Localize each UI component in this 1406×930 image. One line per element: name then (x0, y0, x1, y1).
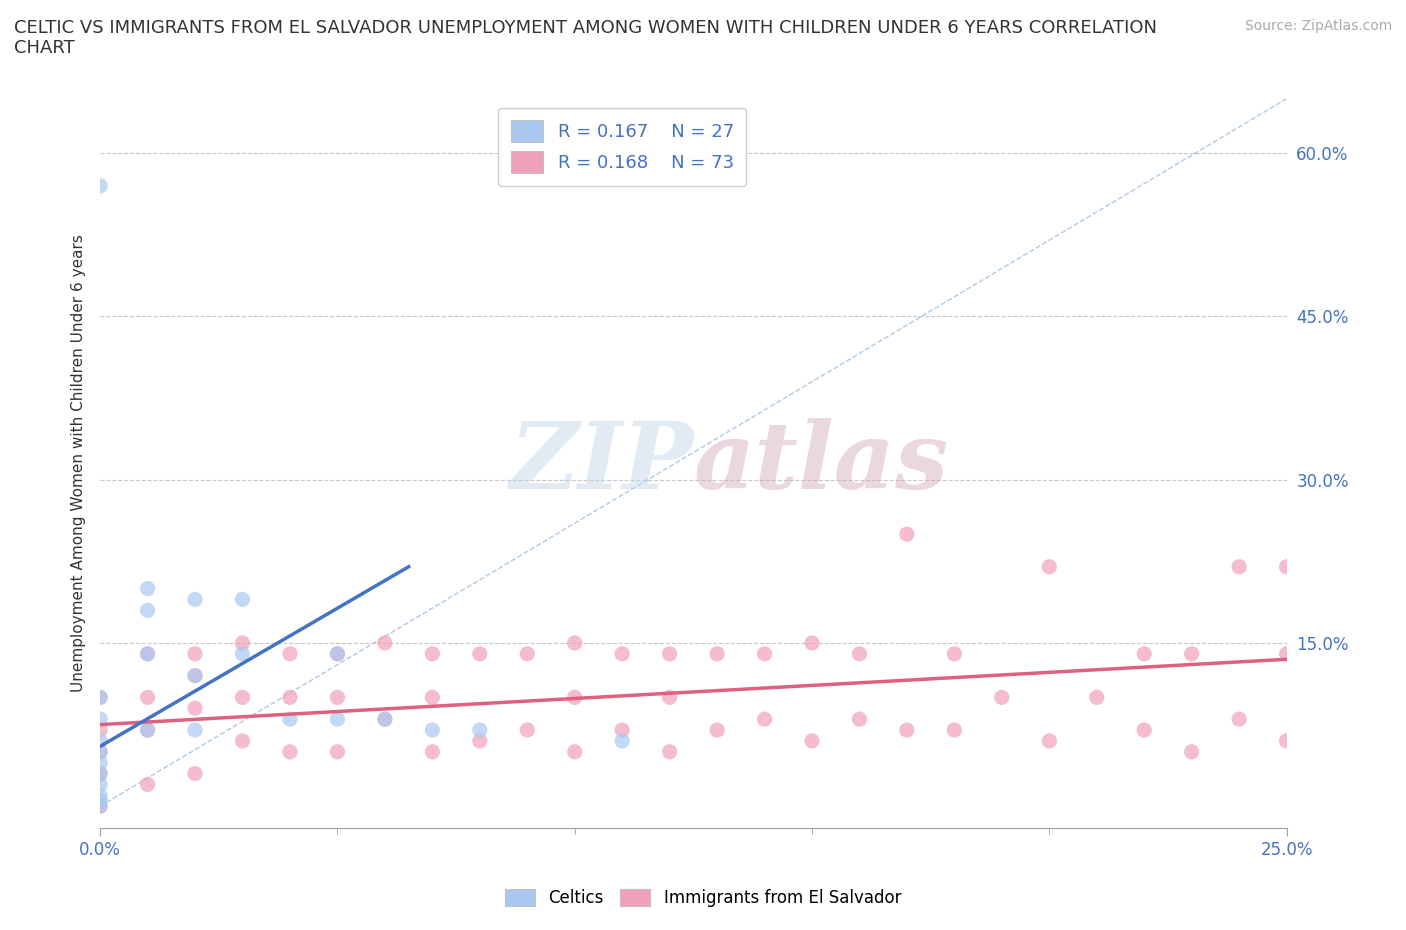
Point (89, 755, 111, 770)
Text: CELTIC VS IMMIGRANTS FROM EL SALVADOR UNEMPLOYMENT AMONG WOMEN WITH CHILDREN UND: CELTIC VS IMMIGRANTS FROM EL SALVADOR UN… (14, 19, 1157, 58)
Point (1181, 646, 1204, 661)
Point (658, 744, 681, 759)
Point (1085, 690, 1108, 705)
Point (1227, 711, 1250, 726)
Point (374, 711, 396, 726)
Point (1038, 734, 1060, 749)
Point (231, 646, 253, 661)
Point (374, 635, 396, 650)
Text: ZIP: ZIP (509, 418, 693, 509)
Point (420, 690, 443, 705)
Point (1038, 559, 1060, 574)
Point (658, 690, 681, 705)
Point (420, 646, 443, 661)
Point (612, 723, 634, 737)
Point (89, 690, 111, 705)
Legend: R = 0.167    N = 27, R = 0.168    N = 73: R = 0.167 N = 27, R = 0.168 N = 73 (498, 108, 747, 186)
Y-axis label: Unemployment Among Women with Children Under 6 years: Unemployment Among Women with Children U… (72, 234, 86, 692)
Point (136, 603, 159, 618)
Point (326, 690, 349, 705)
Point (184, 723, 207, 737)
Point (184, 668, 207, 683)
Point (89, 788, 111, 803)
Point (468, 646, 491, 661)
Point (136, 646, 159, 661)
Point (89, 799, 111, 814)
Point (89, 690, 111, 705)
Point (231, 734, 253, 749)
Point (896, 526, 918, 541)
Point (754, 711, 776, 726)
Point (184, 701, 207, 716)
Point (801, 635, 824, 650)
Point (943, 646, 966, 661)
Point (184, 668, 207, 683)
Point (184, 646, 207, 661)
Point (943, 723, 966, 737)
Point (564, 690, 586, 705)
Point (1275, 734, 1298, 749)
Point (1227, 559, 1250, 574)
Point (184, 592, 207, 607)
Point (1181, 744, 1204, 759)
Point (516, 646, 538, 661)
Text: Source: ZipAtlas.com: Source: ZipAtlas.com (1244, 19, 1392, 33)
Point (658, 646, 681, 661)
Point (326, 646, 349, 661)
Point (706, 723, 728, 737)
Point (278, 646, 301, 661)
Point (848, 646, 870, 661)
Point (991, 690, 1014, 705)
Point (896, 723, 918, 737)
Point (231, 690, 253, 705)
Point (468, 734, 491, 749)
Point (89, 734, 111, 749)
Point (136, 777, 159, 792)
Point (468, 723, 491, 737)
Point (374, 711, 396, 726)
Point (564, 635, 586, 650)
Point (136, 646, 159, 661)
Text: atlas: atlas (693, 418, 949, 509)
Point (326, 646, 349, 661)
Point (184, 766, 207, 781)
Point (706, 646, 728, 661)
Point (89, 793, 111, 808)
Point (89, 711, 111, 726)
Point (89, 777, 111, 792)
Point (231, 592, 253, 607)
Point (420, 744, 443, 759)
Point (326, 744, 349, 759)
Point (612, 646, 634, 661)
Legend: Celtics, Immigrants from El Salvador: Celtics, Immigrants from El Salvador (495, 879, 911, 917)
Point (89, 766, 111, 781)
Point (801, 734, 824, 749)
Point (231, 635, 253, 650)
Point (136, 581, 159, 596)
Point (420, 723, 443, 737)
Point (1275, 646, 1298, 661)
Point (136, 690, 159, 705)
Point (89, 723, 111, 737)
Point (136, 723, 159, 737)
Point (516, 723, 538, 737)
Point (848, 711, 870, 726)
Point (89, 766, 111, 781)
Point (278, 690, 301, 705)
Point (1133, 646, 1156, 661)
Point (612, 734, 634, 749)
Point (1133, 723, 1156, 737)
Point (278, 711, 301, 726)
Point (1275, 559, 1298, 574)
Point (326, 711, 349, 726)
Point (564, 744, 586, 759)
Point (136, 723, 159, 737)
Point (89, 744, 111, 759)
Point (89, 799, 111, 814)
Point (89, 744, 111, 759)
Point (89, 179, 111, 193)
Point (278, 744, 301, 759)
Point (754, 646, 776, 661)
